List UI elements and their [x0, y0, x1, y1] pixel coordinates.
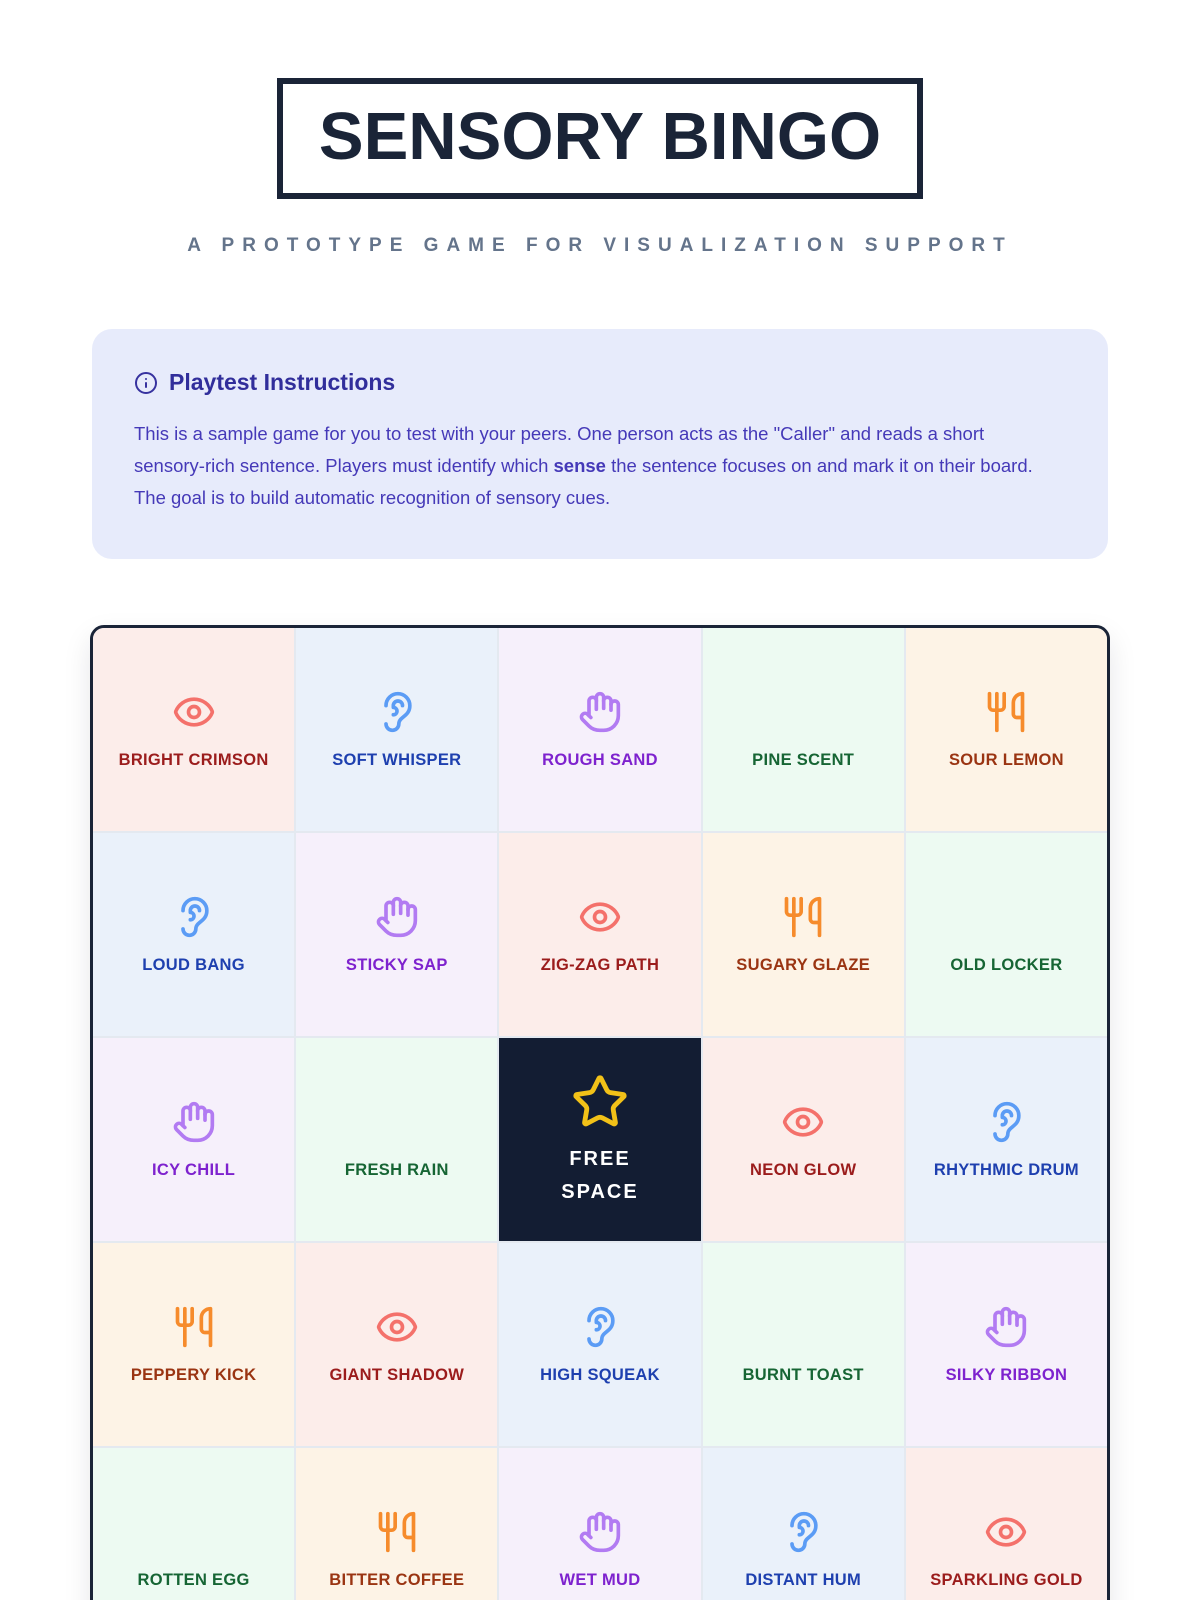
- hand-icon: [982, 1303, 1030, 1351]
- cell-label: PEPPERY KICK: [130, 1366, 257, 1385]
- instructions-text-after: the sentence focuses on and mark it on t…: [134, 455, 1033, 509]
- bingo-cell-pine-scent[interactable]: PINE SCENT: [702, 627, 904, 831]
- bingo-cell-sparkling-gold[interactable]: SPARKLING GOLD: [905, 1447, 1107, 1600]
- bingo-cell-wet-mud[interactable]: WET MUD: [499, 1447, 701, 1600]
- bingo-cell-rough-sand[interactable]: ROUGH SAND: [499, 627, 701, 831]
- utensils-icon: [982, 688, 1030, 736]
- cell-label: HIGH SQUEAK: [540, 1366, 660, 1385]
- bingo-cell-giant-shadow[interactable]: GIANT SHADOW: [296, 1242, 498, 1446]
- cell-label: ZIG-ZAG PATH: [540, 956, 660, 975]
- utensils-icon: [373, 1508, 421, 1556]
- utensils-icon: [170, 1303, 218, 1351]
- eye-icon: [373, 1303, 421, 1351]
- bingo-cell-silky-ribbon[interactable]: SILKY RIBBON: [905, 1242, 1107, 1446]
- bingo-cell-loud-bang[interactable]: LOUD BANG: [93, 832, 295, 1036]
- hand-icon: [373, 893, 421, 941]
- cell-label: RHYTHMIC DRUM: [933, 1161, 1079, 1180]
- cell-label: ICY CHILL: [152, 1161, 236, 1180]
- cell-label: STICKY SAP: [345, 956, 448, 975]
- bingo-cell-peppery-kick[interactable]: PEPPERY KICK: [93, 1242, 295, 1446]
- none: [373, 1098, 421, 1146]
- none: [982, 893, 1030, 941]
- title-box: SENSORY BINGO: [276, 78, 924, 199]
- bingo-cell-fresh-rain[interactable]: FRESH RAIN: [296, 1037, 498, 1241]
- free-space-label-line1: FREE: [569, 1148, 631, 1171]
- bingo-cell-high-squeak[interactable]: HIGH SQUEAK: [499, 1242, 701, 1446]
- eye-icon: [576, 893, 624, 941]
- bingo-cell-rotten-egg[interactable]: ROTTEN EGG: [93, 1447, 295, 1600]
- none: [779, 688, 827, 736]
- info-icon: [134, 371, 158, 395]
- page-subtitle: A PROTOTYPE GAME FOR VISUALIZATION SUPPO…: [187, 235, 1013, 256]
- free-space-label-line2: SPACE: [561, 1181, 639, 1204]
- instructions-title: Playtest Instructions: [169, 369, 396, 395]
- bingo-cell-rhythmic-drum[interactable]: RHYTHMIC DRUM: [905, 1037, 1107, 1241]
- free-space-cell[interactable]: FREE SPACE: [499, 1037, 701, 1241]
- bingo-cell-bright-crimson[interactable]: BRIGHT CRIMSON: [93, 627, 295, 831]
- cell-label: SOUR LEMON: [948, 751, 1064, 770]
- ear-icon: [170, 893, 218, 941]
- cell-label: WET MUD: [559, 1571, 641, 1590]
- cell-label: SOFT WHISPER: [332, 751, 462, 770]
- bingo-cell-old-locker[interactable]: OLD LOCKER: [905, 832, 1107, 1036]
- bingo-cell-zig-zag-path[interactable]: ZIG-ZAG PATH: [499, 832, 701, 1036]
- utensils-icon: [779, 893, 827, 941]
- eye-icon: [779, 1098, 827, 1146]
- bingo-cell-neon-glow[interactable]: NEON GLOW: [702, 1037, 904, 1241]
- ear-icon: [373, 688, 421, 736]
- cell-label: GIANT SHADOW: [329, 1366, 465, 1385]
- bingo-cell-sticky-sap[interactable]: STICKY SAP: [296, 832, 498, 1036]
- page-header: SENSORY BINGO A PROTOTYPE GAME FOR VISUA…: [0, 0, 1200, 257]
- cell-label: FRESH RAIN: [344, 1161, 449, 1180]
- hand-icon: [170, 1098, 218, 1146]
- star-icon: [570, 1072, 630, 1132]
- cell-label: BITTER COFFEE: [329, 1571, 465, 1590]
- bingo-cell-bitter-coffee[interactable]: BITTER COFFEE: [296, 1447, 498, 1600]
- bingo-cell-burnt-toast[interactable]: BURNT TOAST: [702, 1242, 904, 1446]
- ear-icon: [982, 1098, 1030, 1146]
- cell-label: PINE SCENT: [752, 751, 855, 770]
- cell-label: LOUD BANG: [142, 956, 245, 975]
- cell-label: BRIGHT CRIMSON: [118, 751, 269, 770]
- cell-label: BURNT TOAST: [742, 1366, 864, 1385]
- none: [779, 1303, 827, 1351]
- instructions-text-before: This is a sample game for you to test wi…: [134, 423, 985, 477]
- page-title: SENSORY BINGO: [318, 99, 882, 174]
- cell-label: ROUGH SAND: [542, 751, 658, 770]
- instructions-bold-word: sense: [553, 455, 606, 477]
- cell-label: NEON GLOW: [750, 1161, 857, 1180]
- cell-label: OLD LOCKER: [950, 956, 1063, 975]
- instructions-body: This is a sample game for you to test wi…: [134, 418, 1054, 515]
- cell-label: SILKY RIBBON: [945, 1366, 1068, 1385]
- eye-icon: [982, 1508, 1030, 1556]
- cell-label: ROTTEN EGG: [137, 1571, 250, 1590]
- cell-label: SPARKLING GOLD: [930, 1571, 1083, 1590]
- instructions-header: Playtest Instructions: [134, 369, 1066, 396]
- bingo-cell-sugary-glaze[interactable]: SUGARY GLAZE: [702, 832, 904, 1036]
- hand-icon: [576, 688, 624, 736]
- bingo-cell-soft-whisper[interactable]: SOFT WHISPER: [296, 627, 498, 831]
- bingo-cell-icy-chill[interactable]: ICY CHILL: [93, 1037, 295, 1241]
- bingo-cell-sour-lemon[interactable]: SOUR LEMON: [905, 627, 1107, 831]
- bingo-board: BRIGHT CRIMSON SOFT WHISPER ROUGH SAND PINE…: [90, 624, 1110, 1600]
- eye-icon: [170, 688, 218, 736]
- bingo-cell-distant-hum[interactable]: DISTANT HUM: [702, 1447, 904, 1600]
- hand-icon: [576, 1508, 624, 1556]
- ear-icon: [779, 1508, 827, 1556]
- ear-icon: [576, 1303, 624, 1351]
- cell-label: DISTANT HUM: [745, 1571, 862, 1590]
- cell-label: SUGARY GLAZE: [736, 956, 871, 975]
- playtest-instructions-panel: Playtest Instructions This is a sample g…: [92, 329, 1108, 559]
- none: [170, 1508, 218, 1556]
